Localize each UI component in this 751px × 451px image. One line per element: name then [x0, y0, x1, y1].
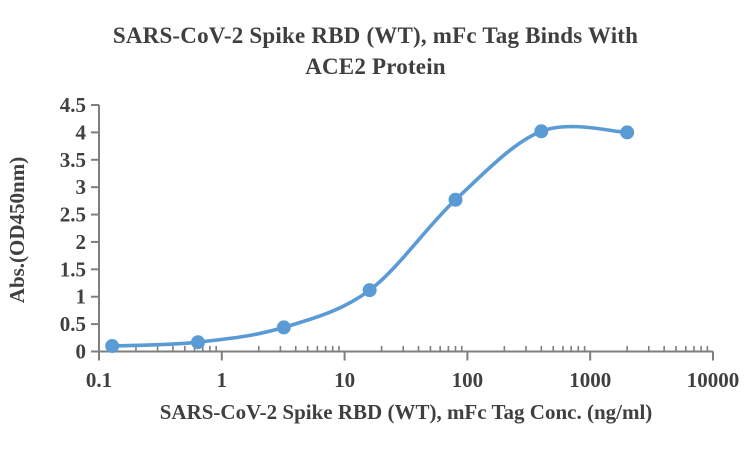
x-tick-label: 0.1	[86, 368, 112, 392]
chart-title: SARS-CoV-2 Spike RBD (WT), mFc Tag Binds…	[0, 20, 751, 82]
y-tick-label: 2.5	[60, 203, 86, 227]
y-tick-label: 0	[76, 340, 87, 364]
dose-response-curve	[110, 124, 629, 348]
data-point-marker	[448, 192, 463, 207]
x-tick-label: 10000	[687, 368, 740, 392]
x-tick-label: 1000	[569, 368, 611, 392]
y-tick-label: 4.5	[60, 93, 86, 117]
y-tick-label: 2	[76, 230, 87, 254]
x-axis-title: SARS-CoV-2 Spike RBD (WT), mFc Tag Conc.…	[159, 400, 653, 424]
chart-title-line2: ACE2 Protein	[305, 54, 446, 79]
y-tick-label: 4	[76, 120, 87, 144]
data-point-marker	[105, 339, 120, 354]
y-tick-label: 1	[76, 285, 87, 309]
y-tick-label: 3	[76, 175, 87, 199]
x-tick-label: 1	[217, 368, 228, 392]
data-point-marker	[620, 125, 635, 140]
data-point-marker	[362, 283, 377, 298]
y-axis-title: Abs.(OD450nm)	[5, 156, 29, 304]
data-point-marker	[534, 124, 549, 139]
y-tick-label: 3.5	[60, 148, 86, 172]
chart-title-line1: SARS-CoV-2 Spike RBD (WT), mFc Tag Binds…	[112, 23, 639, 48]
y-tick-label: 1.5	[60, 257, 86, 281]
data-point-marker	[276, 320, 291, 335]
x-tick-label: 100	[452, 368, 484, 392]
y-tick-label: 0.5	[60, 312, 86, 336]
x-tick-label: 10	[334, 368, 355, 392]
data-point-marker	[190, 335, 205, 350]
